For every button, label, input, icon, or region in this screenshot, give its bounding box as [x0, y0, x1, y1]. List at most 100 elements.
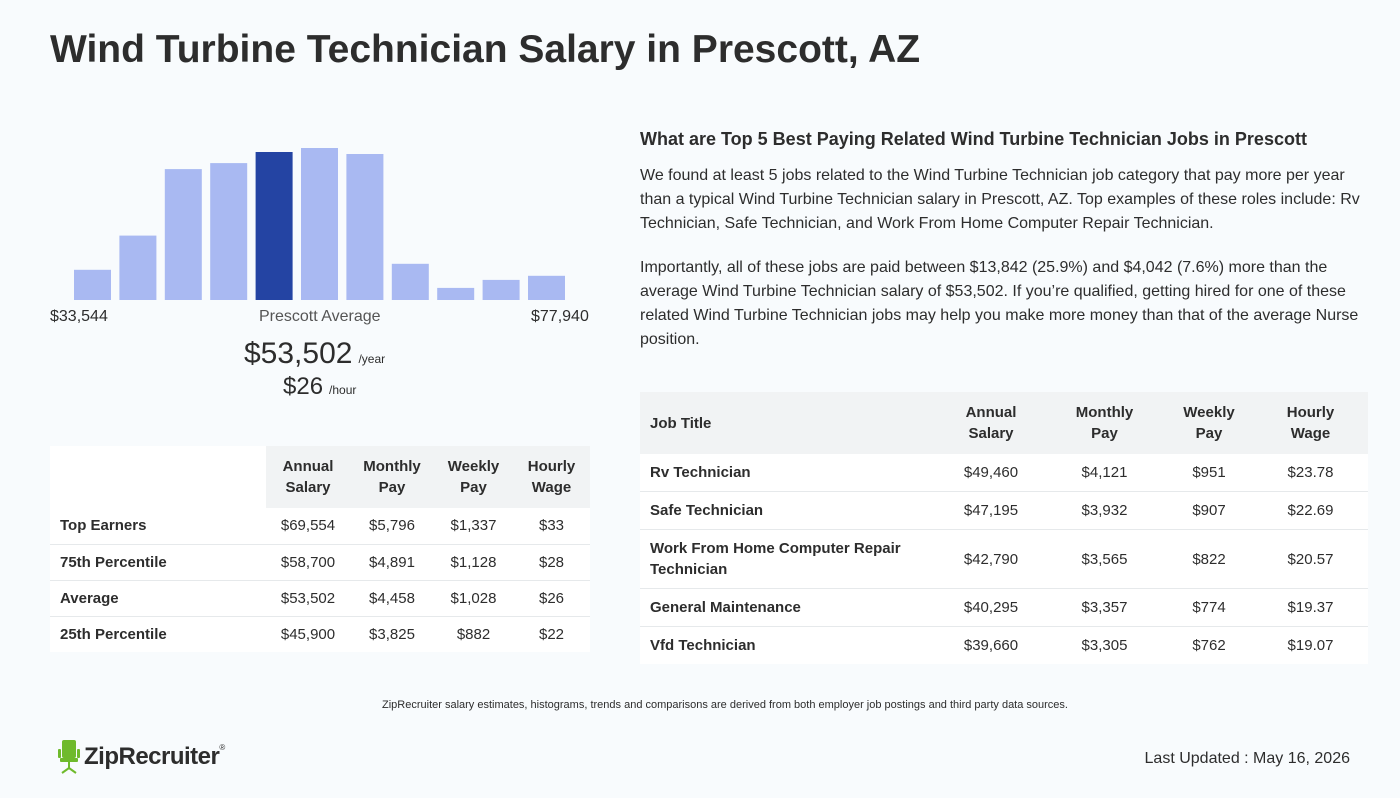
job-title-cell: Safe Technician [640, 491, 938, 530]
hour-unit: /hour [329, 383, 357, 397]
cell-weekly: $907 [1165, 491, 1253, 530]
header-annual-line1: Annual [965, 404, 1017, 421]
cell-annual: $69,554 [266, 508, 350, 544]
histogram-bar [482, 279, 520, 300]
average-yearly-salary: $53,502/year [244, 337, 385, 371]
percentile-table-header: Annual Salary Monthly Pay Weekly Pay Hourly… [50, 446, 590, 508]
table-row: Average $53,502 $4,458 $1,028 $26 [50, 579, 590, 616]
header-weekly-line1: Weekly [1183, 404, 1235, 421]
histogram-bar [528, 275, 565, 300]
cell-hourly: $22.69 [1253, 491, 1368, 530]
logo-text: ZipRecruiter [84, 743, 220, 770]
header-monthly-line1: Monthly [1075, 404, 1134, 421]
table-row: Vfd Technician $39,660 $3,305 $762 $19.0… [640, 626, 1368, 664]
related-jobs-table: Job Title Annual Salary Monthly Pay Weekly… [640, 392, 1368, 664]
table-row: Rv Technician $49,460 $4,121 $951 $23.78 [640, 454, 1368, 492]
histogram-min-label: $33,544 [50, 308, 108, 325]
histogram-bar [210, 163, 248, 300]
header-monthly-line2: Pay [378, 479, 406, 496]
cell-annual: $53,502 [266, 579, 350, 616]
page-title: Wind Turbine Technician Salary in Presco… [50, 28, 921, 71]
row-label: Top Earners [50, 508, 266, 544]
header-annual-salary: Annual Salary [266, 446, 350, 508]
cell-hourly: $20.57 [1253, 529, 1368, 589]
cell-monthly: $5,796 [350, 508, 434, 544]
header-annual-line1: Annual [282, 458, 334, 475]
cell-annual: $49,460 [938, 454, 1044, 492]
histogram-bar [437, 287, 475, 300]
cell-hourly: $26 [513, 579, 590, 616]
table-row: 75th Percentile $58,700 $4,891 $1,128 $2… [50, 543, 590, 580]
related-jobs-intro: We found at least 5 jobs related to the … [640, 167, 1360, 232]
histogram-max-label: $77,940 [531, 308, 589, 325]
histogram-bar-average [255, 152, 293, 300]
row-label: 25th Percentile [50, 615, 266, 652]
header-weekly-pay: Weekly Pay [434, 446, 513, 508]
cell-monthly: $3,565 [1044, 529, 1165, 589]
registered-mark: ® [219, 743, 225, 752]
cell-hourly: $22 [513, 615, 590, 652]
cell-weekly: $882 [434, 615, 513, 652]
chair-logo-icon [58, 740, 80, 774]
header-hourly-line2: Wage [1290, 425, 1331, 442]
header-job-title: Job Title [640, 392, 938, 454]
cell-hourly: $23.78 [1253, 454, 1368, 492]
histogram-bar [346, 154, 384, 300]
header-monthly-line1: Monthly [363, 458, 421, 475]
year-unit: /year [358, 352, 386, 366]
histogram-bar [164, 169, 202, 300]
job-title-cell: Work From Home Computer Repair Technicia… [640, 529, 938, 589]
percentile-table: Annual Salary Monthly Pay Weekly Pay Hourly… [50, 446, 590, 652]
header-monthly-pay: Monthly Pay [350, 446, 434, 508]
job-title-cell: Rv Technician [640, 454, 938, 492]
cell-weekly: $1,128 [434, 543, 513, 580]
header-hourly-line1: Hourly [1286, 404, 1335, 421]
histogram-bar [74, 269, 111, 300]
logo-wordmark: ZipRecruiter® [84, 743, 225, 771]
header-weekly-line2: Pay [460, 479, 487, 496]
header-blank [50, 446, 266, 508]
jobs-table-header: Job Title Annual Salary Monthly Pay Weekly… [640, 392, 1368, 454]
cell-monthly: $4,891 [350, 543, 434, 580]
cell-hourly: $19.07 [1253, 626, 1368, 664]
related-jobs-detail: Importantly, all of these jobs are paid … [640, 259, 1359, 348]
cell-monthly: $4,458 [350, 579, 434, 616]
job-title-cell: Vfd Technician [640, 626, 938, 664]
table-row: Safe Technician $47,195 $3,932 $907 $22.… [640, 491, 1368, 530]
table-row: Work From Home Computer Repair Technicia… [640, 529, 1368, 589]
header-annual-salary: Annual Salary [938, 392, 1044, 454]
header-hourly-line2: Wage [531, 479, 572, 496]
ziprecruiter-logo[interactable]: ZipRecruiter® [58, 740, 225, 774]
header-annual-line2: Salary [968, 425, 1014, 442]
cell-monthly: $3,305 [1044, 626, 1165, 664]
header-monthly-line2: Pay [1091, 425, 1118, 442]
cell-annual: $47,195 [938, 491, 1044, 530]
cell-monthly: $3,825 [350, 615, 434, 652]
cell-weekly: $1,337 [434, 508, 513, 544]
table-row: 25th Percentile $45,900 $3,825 $882 $22 [50, 615, 590, 652]
cell-annual: $39,660 [938, 626, 1044, 664]
cell-annual: $45,900 [266, 615, 350, 652]
last-updated: Last Updated : May 16, 2026 [1144, 750, 1350, 767]
salary-histogram [74, 148, 565, 300]
histogram-bar [119, 235, 157, 300]
average-hourly-wage: $26/hour [283, 373, 356, 401]
cell-annual: $40,295 [938, 588, 1044, 627]
cell-weekly: $762 [1165, 626, 1253, 664]
header-hourly-wage: Hourly Wage [1253, 392, 1368, 454]
cell-weekly: $951 [1165, 454, 1253, 492]
cell-annual: $42,790 [938, 529, 1044, 589]
cell-hourly: $19.37 [1253, 588, 1368, 627]
row-label: Average [50, 579, 266, 616]
table-row: General Maintenance $40,295 $3,357 $774 … [640, 588, 1368, 627]
histogram-bar [391, 263, 429, 300]
row-label: 75th Percentile [50, 543, 266, 580]
cell-monthly: $3,357 [1044, 588, 1165, 627]
header-hourly-wage: Hourly Wage [513, 446, 590, 508]
cell-monthly: $4,121 [1044, 454, 1165, 492]
header-weekly-line2: Pay [1195, 425, 1223, 442]
average-hourly-value: $26 [283, 373, 324, 400]
cell-weekly: $1,028 [434, 579, 513, 616]
cell-hourly: $28 [513, 543, 590, 580]
header-monthly-pay: Monthly Pay [1044, 392, 1165, 454]
